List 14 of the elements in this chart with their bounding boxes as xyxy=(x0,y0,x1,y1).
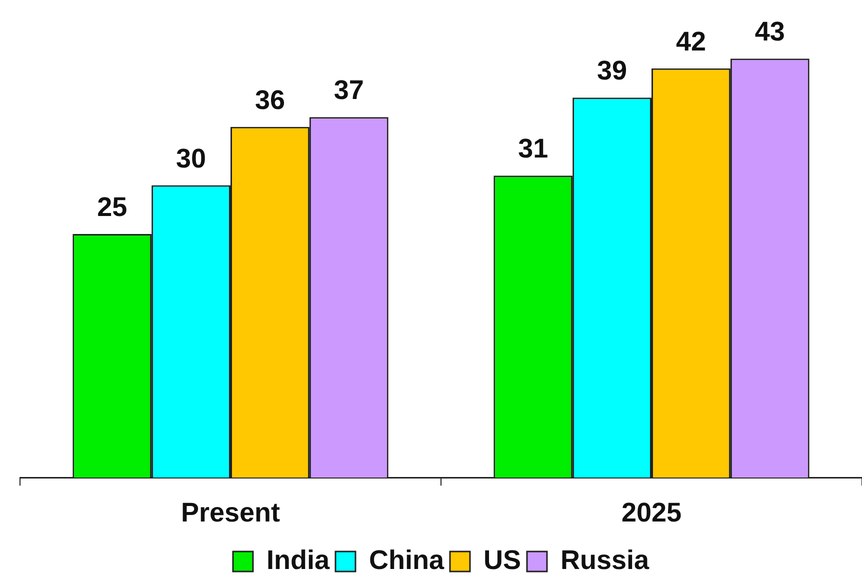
legend-label: India xyxy=(266,544,330,575)
data-label: 43 xyxy=(754,16,785,47)
data-label: 30 xyxy=(176,143,206,174)
x-tick-label: 2025 xyxy=(621,497,682,528)
data-label: 37 xyxy=(334,75,364,106)
data-label: 39 xyxy=(597,56,628,86)
legend-label: US xyxy=(483,544,521,575)
legend-label: China xyxy=(368,544,445,575)
data-label: 31 xyxy=(518,134,548,164)
data-label: 25 xyxy=(97,192,128,222)
legend-label: Russia xyxy=(560,544,650,575)
data-label: 36 xyxy=(254,84,285,115)
data-label: 42 xyxy=(676,26,706,56)
x-tick-label: Present xyxy=(180,497,280,528)
